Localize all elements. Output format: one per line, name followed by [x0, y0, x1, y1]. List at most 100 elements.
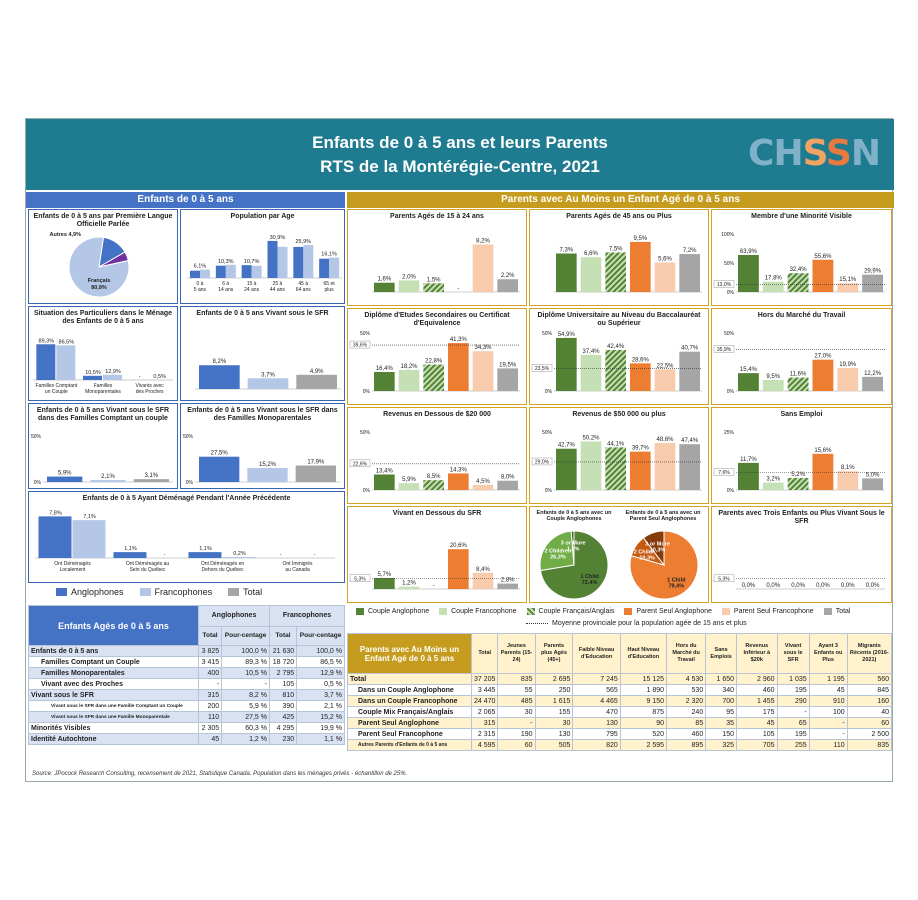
right-table-cell: 4 465	[572, 695, 621, 707]
right-table-cell: 4 595	[470, 739, 499, 751]
minorite-reference-label: 13,0%	[717, 282, 732, 288]
diplome_univ-bar-4	[654, 369, 676, 391]
age-tick-1: 6 à	[222, 281, 229, 287]
chart-sous-sfr-title: Vivant en Dessous du SFR	[392, 510, 482, 517]
situation-value-1-1: 12,9%	[105, 369, 121, 375]
chart-sfr-mono-svg: 50% 0% 27,5% 15,2% 17,9%	[183, 434, 340, 486]
revenu_20k-reference-box	[349, 459, 371, 468]
right-table-cell: 795	[572, 728, 621, 740]
right-table-cell: 325	[705, 739, 738, 751]
chart-sans-emploi-svg: 25% 0% 11,7% 3,2% 5,2% 15,6% 8,1% 5,0% 7,6%	[713, 430, 885, 494]
hors_marche-value-0: 15,4%	[740, 367, 758, 373]
pie-seul-anglo-title: Enfants de 0 à 5 ans avec un Parent Seul…	[625, 510, 701, 522]
p45-bar-2	[605, 252, 626, 292]
sfr_mono-value-1: 15,2%	[259, 462, 277, 468]
right-legend-item-5: Total	[823, 608, 850, 615]
diplome_sec-bar-1	[398, 369, 420, 391]
hors_marche-value-4: 19,9%	[839, 362, 857, 368]
left-table-cell: 45	[197, 733, 223, 745]
pie-couple-anglo-slice-1	[539, 530, 575, 572]
chart-revenu-20k-panel: 50% 0% 13,4% 5,9% 8,5% 14,3% 4,5% 8,0% 22,6% Reve…	[347, 407, 527, 504]
diplome_univ-value-2: 42,4%	[607, 344, 625, 350]
pie-couple-anglo-slice-value-1: 26,3%	[550, 554, 566, 560]
minorite-value-3: 55,6%	[814, 254, 832, 260]
pie-couple-anglo-slice-value-2: 1,3%	[567, 547, 580, 553]
right-table-cell: -	[808, 728, 848, 740]
diplome_sec-reference-label: 39,6%	[353, 343, 368, 349]
left-table-cell: 3 825	[197, 645, 223, 657]
diplome_univ-reference-box	[531, 364, 553, 372]
demenage-value-0-0: 7,8%	[49, 510, 62, 516]
situation-value-0-0: 89,3%	[39, 338, 55, 344]
age-value-label-1: 10,3%	[218, 259, 234, 265]
age-tick2-0: 5 ans	[194, 287, 207, 293]
right-table-cell: 1 455	[736, 695, 778, 707]
left-table-cell: 1,2 %	[221, 733, 270, 745]
left-table-row-label: Familles Monoparentales	[28, 667, 199, 679]
right-table-cell: 37 205	[470, 673, 499, 685]
right-section-band: Parents avec Au Moins un Enfant Agé de 0…	[347, 192, 894, 208]
left-table-cell: 21 630	[268, 645, 298, 657]
hors_marche-reference-box	[713, 345, 735, 353]
left-table-subhead-3: Pour-centage	[296, 625, 345, 647]
revenu_50k-bar-4	[654, 443, 676, 490]
revenu_20k-value-0: 13,4%	[376, 468, 394, 474]
sous_sfr-bar-0	[374, 577, 395, 589]
right-table-cell: 2 695	[534, 673, 574, 685]
chart-hors-marche-title: Hors du Marché du Travail	[757, 312, 846, 319]
right-table-cell: 1 890	[619, 684, 668, 696]
demenage-value-0-3: -	[280, 552, 282, 558]
age-tick2-5: plus	[324, 287, 334, 293]
sans_emploi-value-1: 3,2%	[766, 477, 780, 483]
chart-p45-panel: 7,3% 6,6% 7,5% 9,5% 5,6% 7,2% Parents Agés de …	[529, 209, 709, 306]
right-table-cell: 705	[736, 739, 778, 751]
left-data-table: Enfants Agés de 0 à 5 ans Anglophones Fran…	[28, 605, 346, 745]
right-table-row: Parent Seul Anglophone 315-30 130 90 85 35 45 6…	[347, 717, 893, 729]
diplome_sec-reference-box	[349, 340, 371, 349]
right-table-cell: 1 035	[776, 673, 810, 685]
left-table-group-1: Francophones	[268, 605, 346, 627]
left-table-cell: 89,3 %	[221, 656, 270, 668]
demenage-bar-0-2	[188, 552, 222, 558]
left-table-row: Minorités Visibles 2 305 60,3 % 4 295 19,9 %	[28, 722, 345, 734]
right-table-cell: 130	[572, 717, 621, 729]
right-table-cell: 24 470	[470, 695, 499, 707]
minorite-bar-2	[787, 273, 809, 292]
langue-label-autres: Autres 4,9%	[50, 232, 82, 238]
revenu_20k-reference-label: 22,6%	[353, 461, 368, 467]
chart-revenu-50k-svg: 50% 0% 42,7% 50,2% 44,1% 39,7% 48,6% 47,4% 29,0%	[531, 430, 702, 494]
sfr_couple-axis-top: 50%	[31, 434, 42, 440]
age-bar-0-3	[267, 240, 278, 278]
left-table-row-label: Familles Comptant un Couple	[28, 656, 199, 668]
right-legend-item-3: Parent Seul Anglophone	[624, 608, 712, 615]
chart-hors-marche-svg: 50% 0% 15,4% 9,5% 11,6% 27,0% 19,9% 12,2% 35,9%	[713, 331, 885, 395]
right-table-cell: 2 065	[470, 706, 499, 718]
right-table-row: Couple Mix Français/Anglais 2 065 30 155 470…	[347, 706, 893, 718]
hors_marche-bar-0	[738, 373, 759, 391]
demenage-value-1-1: -	[164, 552, 166, 558]
sans_emploi-value-4: 8,1%	[841, 465, 855, 471]
left-table-cell: 315	[197, 689, 223, 701]
legend-francophones: Francophones	[139, 587, 212, 597]
situation-tick-0: Familles Comptant	[35, 383, 77, 389]
right-table-cell: 1 650	[705, 673, 738, 685]
right-table-column-5: Hors du Marché du Travail	[666, 633, 707, 674]
left-table-row: Vivant avec des Proches - -105 0,5 %	[28, 678, 345, 690]
right-table-cell: 1 615	[534, 695, 574, 707]
revenu_50k-bar-1	[580, 441, 602, 490]
age-tick-5: 65 et	[324, 281, 336, 287]
situation-tick-1: Familles	[94, 383, 113, 389]
left-table-cell: 200	[197, 700, 223, 712]
title-line-1: Enfants de 0 à 5 ans et leurs Parents	[312, 133, 608, 152]
right-table-row: Parent Seul Francophone 2 315 190 130 795 520…	[347, 728, 893, 740]
hors_marche-axis-label-1: 0%	[727, 389, 735, 395]
right-table-heading: Parents avec Au Moins un Enfant Agé de 0…	[347, 633, 472, 674]
right-table-cell: 2 500	[846, 728, 893, 740]
left-table-cell: 4 295	[268, 722, 298, 734]
pie-seul-anglo-slice-value-1: 10,3%	[639, 555, 655, 561]
right-table-cell: 2 315	[470, 728, 499, 740]
diplome_sec-value-0: 16,4%	[376, 366, 394, 372]
right-table-cell: 30	[534, 717, 574, 729]
left-table-subhead-0: Total	[197, 625, 223, 647]
